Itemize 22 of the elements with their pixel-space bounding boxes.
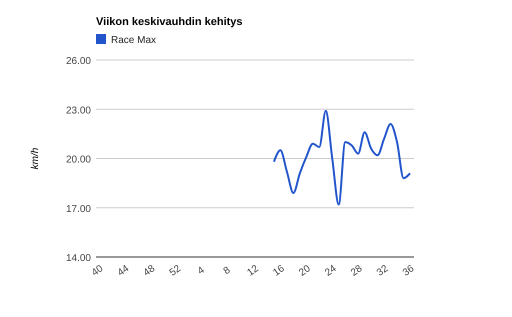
x-tick-label: 52 [168,263,184,279]
y-tick-label: 14.00 [66,253,92,264]
x-tick-label: 44 [116,263,132,279]
y-tick-label: 20.00 [66,154,92,166]
x-tick-label: 40 [90,263,106,279]
x-tick-label: 32 [374,263,391,279]
x-tick-label: 12 [245,263,262,279]
x-tick-label: 20 [297,263,313,279]
y-tick-label: 26.00 [66,56,92,67]
y-tick-label: 17.00 [66,204,92,215]
x-tick-label: 8 [222,264,233,278]
line-series [272,110,411,206]
y-axis-title: km/h [30,147,41,170]
legend-label: Race Max [111,35,156,46]
chart-title: Viikon keskivauhdin kehitys [96,16,243,28]
x-tick-label: 36 [400,263,417,279]
x-tick-label: 24 [323,263,339,279]
x-tick-label: 4 [196,264,208,278]
x-tick-label: 28 [349,263,365,279]
y-tick-label: 23.00 [66,105,92,116]
x-tick-label: 16 [271,263,288,279]
x-tick-label: 48 [142,263,158,279]
